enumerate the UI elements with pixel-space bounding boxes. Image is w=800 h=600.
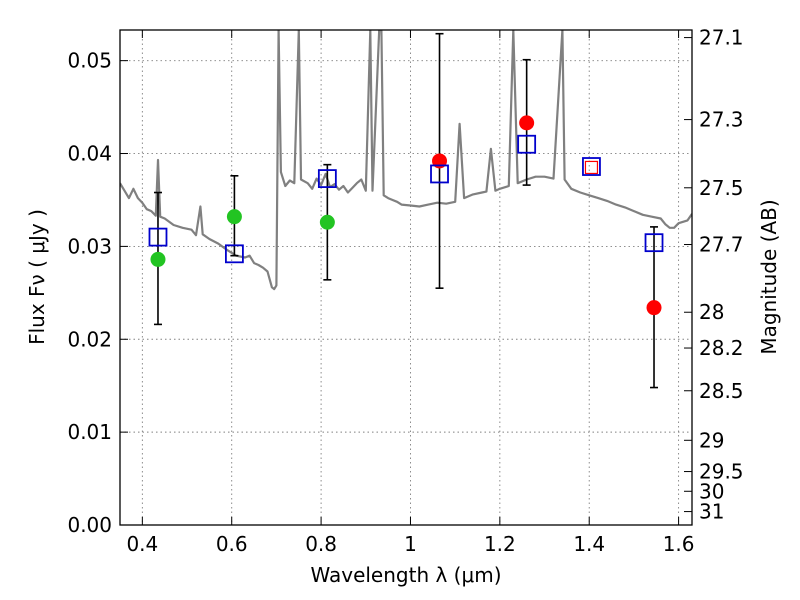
mag-tick-label: 28: [699, 300, 724, 324]
observed-point-green: [226, 209, 242, 225]
y-tick-label: 0.02: [67, 327, 112, 351]
observed-point-red: [646, 300, 662, 316]
model-spectrum: [120, 30, 692, 291]
model-point-square: [644, 233, 664, 253]
y-tick-label: 0.03: [67, 234, 112, 258]
mag-tick-label: 27.5: [699, 176, 744, 200]
mag-tick-label: 30: [699, 479, 724, 503]
x-tick-label: 0.4: [126, 532, 158, 556]
observed-point-green: [150, 251, 166, 267]
mag-tick-label: 27.3: [699, 108, 744, 132]
mag-tick-label: 29: [699, 428, 724, 452]
grid-lines: [120, 30, 692, 525]
y-tick-labels: 0.00 0.01 0.02 0.03 0.04 0.05: [67, 49, 112, 537]
x-tick-label: 0.6: [216, 532, 248, 556]
mag-tick-label: 31: [699, 500, 724, 524]
y2-axis-title: Magnitude (AB): [757, 199, 781, 354]
x-tick-label: 1.4: [573, 532, 605, 556]
x-tick-label: 1.6: [663, 532, 695, 556]
y-axis-title: Flux Fν ( μJy ): [25, 209, 49, 345]
plot-frame: [119, 29, 693, 526]
observed-point-red: [519, 115, 535, 131]
model-point-square: [582, 157, 601, 176]
mag-tick-label: 27.1: [699, 26, 744, 50]
mag-tick-label: 28.5: [699, 379, 744, 403]
data-points: [148, 115, 664, 316]
x-tick-label: 1.2: [484, 532, 516, 556]
mag-tick-label: 28.2: [699, 336, 744, 360]
observed-point-green: [319, 214, 335, 230]
mag-tick-label: 29.5: [699, 460, 744, 484]
y-tick-label: 0.05: [67, 49, 112, 73]
x-axis-title: Wavelength λ (μm): [310, 563, 501, 587]
y-tick-label: 0.01: [67, 420, 112, 444]
axis-ticks: [120, 30, 692, 526]
model-point-square: [148, 227, 168, 247]
y-tick-label: 0.00: [67, 513, 112, 537]
model-point-square: [317, 169, 337, 188]
x-tick-labels: 0.4 0.6 0.8 1 1.2 1.4 1.6: [126, 532, 694, 556]
mag-tick-label: 27.7: [699, 233, 744, 257]
x-tick-label: 1: [404, 532, 417, 556]
plot-background: [120, 30, 692, 525]
upper-limit-marker: [584, 160, 599, 175]
x-tick-label: 0.8: [305, 532, 337, 556]
model-point-square: [224, 244, 244, 264]
spectrum-line: [120, 30, 692, 291]
y-tick-label: 0.04: [67, 142, 112, 166]
model-point-square: [430, 164, 449, 184]
model-point-square: [517, 134, 537, 154]
